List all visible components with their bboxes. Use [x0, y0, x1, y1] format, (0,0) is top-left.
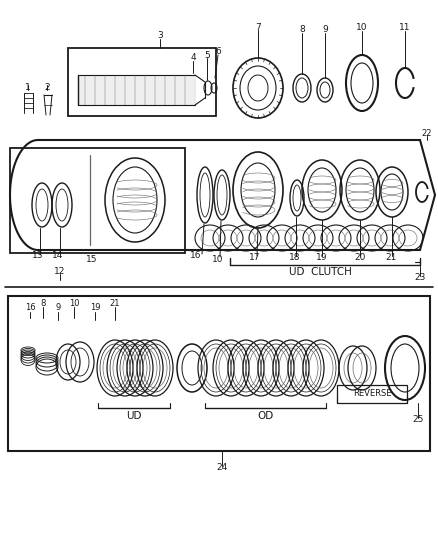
- Text: 8: 8: [40, 300, 46, 309]
- Text: 3: 3: [157, 31, 163, 41]
- Text: 22: 22: [422, 128, 432, 138]
- Text: 15: 15: [86, 255, 98, 264]
- Text: 16: 16: [25, 303, 35, 312]
- Text: 19: 19: [316, 254, 328, 262]
- Text: 1: 1: [25, 83, 31, 92]
- Bar: [8, 296, 430, 451]
- Text: 23: 23: [414, 273, 426, 282]
- Text: 4: 4: [190, 53, 196, 62]
- Text: 10: 10: [356, 23, 368, 33]
- Text: 10: 10: [212, 255, 224, 264]
- Text: 6: 6: [215, 47, 221, 56]
- Bar: [68, 48, 216, 116]
- Bar: [337, 385, 407, 403]
- Text: 25: 25: [412, 416, 424, 424]
- Text: UD: UD: [126, 411, 142, 421]
- Text: 19: 19: [90, 303, 100, 312]
- Text: 14: 14: [52, 252, 64, 261]
- Text: UD  CLUTCH: UD CLUTCH: [289, 267, 351, 277]
- Text: 10: 10: [69, 300, 79, 309]
- Text: REVERSE: REVERSE: [353, 390, 391, 399]
- Text: 21: 21: [385, 254, 397, 262]
- Text: 8: 8: [299, 26, 305, 35]
- Text: 9: 9: [55, 303, 60, 312]
- Text: 5: 5: [204, 51, 210, 60]
- Text: 12: 12: [54, 268, 66, 277]
- Text: OD: OD: [257, 411, 273, 421]
- Text: 13: 13: [32, 252, 44, 261]
- Text: 20: 20: [354, 254, 366, 262]
- Text: 18: 18: [289, 254, 301, 262]
- Text: 21: 21: [110, 300, 120, 309]
- Text: 2: 2: [44, 83, 50, 92]
- Text: 24: 24: [216, 464, 228, 472]
- Text: 7: 7: [255, 22, 261, 31]
- Text: 11: 11: [399, 23, 411, 33]
- Text: 17: 17: [249, 254, 261, 262]
- Bar: [10, 148, 185, 253]
- Text: 16: 16: [190, 252, 202, 261]
- Text: 9: 9: [322, 26, 328, 35]
